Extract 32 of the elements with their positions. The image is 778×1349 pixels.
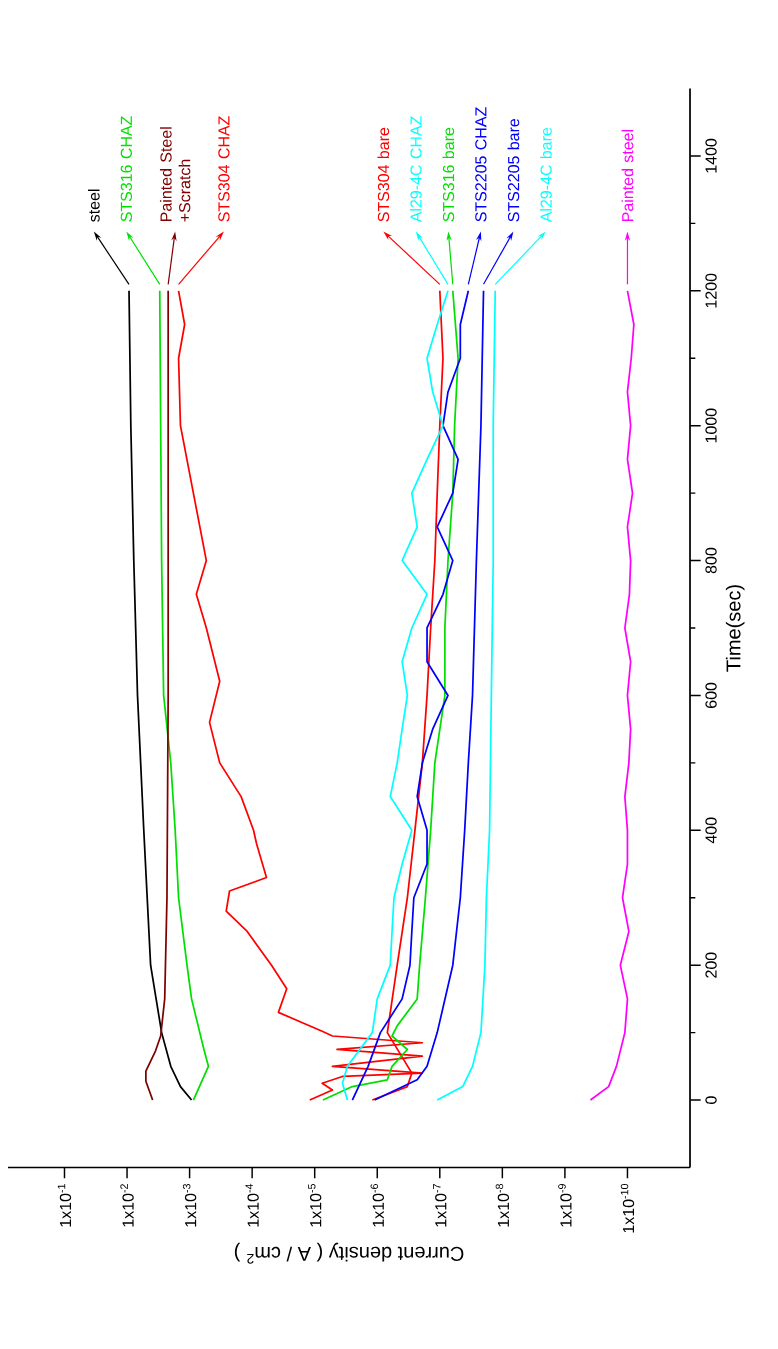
x-tick-label: 1x10$^{-2}$ — [120, 1184, 134, 1227]
text: Al29-4C CHAZ — [409, 116, 422, 223]
text: STS316 bare — [442, 127, 455, 222]
text: STS304 bare — [377, 127, 390, 222]
y-tick-label: 1000 — [705, 408, 717, 443]
text: STS2205 CHAZ — [475, 107, 487, 222]
x-tick-label: 1x10$^{-4}$ — [245, 1183, 259, 1227]
y-tick-label: 600 — [705, 682, 717, 708]
x-axis-title: Current density ( A / cm$^{2}$ ) — [234, 1242, 464, 1264]
y-tick-label: 200 — [705, 952, 717, 978]
x-tick-label: 1x10$^{-10}$ — [620, 1183, 635, 1233]
y-tick-label: 800 — [705, 547, 717, 574]
line-series — [145, 289, 170, 1101]
text: Painted steel — [621, 129, 634, 221]
text: steel — [87, 189, 100, 222]
y-tick-label: 1200 — [705, 273, 717, 308]
text: STS2205 bare — [507, 118, 520, 222]
x-tick-label: 1x10$^{-9}$ — [558, 1184, 572, 1227]
y-tick-label: 1400 — [705, 138, 717, 173]
x-tick-label: 1x10$^{-1}$ — [57, 1184, 72, 1227]
text: Painted Steel +Scratch — [159, 127, 191, 222]
x-tick-label: 1x10$^{-7}$ — [433, 1184, 447, 1227]
text: STS304 CHAZ — [218, 116, 230, 222]
x-tick-label: 1x10$^{-3}$ — [182, 1184, 197, 1227]
y-axis-title: Time(sec) — [725, 585, 745, 672]
x-tick-label: 1x10$^{-6}$ — [370, 1184, 384, 1227]
y-tick-label: 0 — [705, 1096, 717, 1104]
text: Al29-4C bare — [540, 127, 552, 223]
x-tick-label: 1x10$^{-5}$ — [308, 1184, 322, 1227]
x-tick-label: 1x10$^{-8}$ — [495, 1184, 510, 1227]
y-tick-label: 400 — [705, 817, 717, 844]
text: STS316 CHAZ — [120, 116, 133, 222]
